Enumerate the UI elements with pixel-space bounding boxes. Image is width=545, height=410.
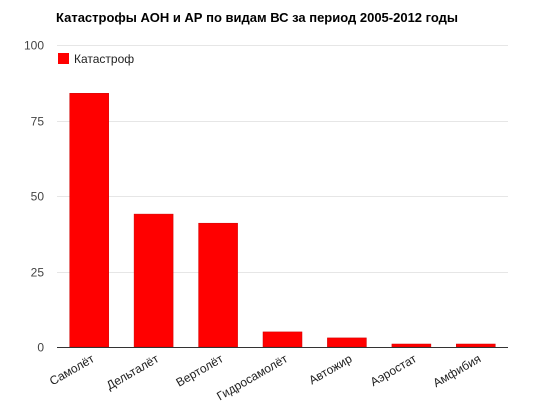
x-category-label: Автожир: [306, 351, 354, 387]
y-tick-label: 75: [31, 115, 45, 129]
bar-6[interactable]: [391, 343, 432, 348]
x-category-label: Амфибия: [430, 351, 483, 390]
chart-title: Катастрофы АОН и АР по видам ВС за перио…: [56, 10, 459, 25]
bar-4[interactable]: [262, 331, 303, 348]
y-tick-label: 25: [31, 266, 45, 280]
y-axis-ticks: 0 25 50 75 100: [24, 39, 44, 355]
bar-3[interactable]: [198, 222, 238, 348]
x-category-label: Вертолёт: [174, 351, 226, 389]
bars: [69, 93, 496, 348]
x-category-label: Дельталёт: [104, 351, 162, 392]
x-category-label: Аэростат: [368, 351, 420, 389]
legend-label: Катастроф: [74, 52, 134, 66]
legend[interactable]: Катастроф: [58, 52, 134, 66]
bar-7[interactable]: [456, 343, 496, 348]
bar-5[interactable]: [327, 337, 367, 348]
bar-1[interactable]: [69, 93, 109, 348]
y-tick-label: 0: [37, 341, 44, 355]
x-category-label: Самолёт: [47, 351, 97, 388]
x-category-label: Гидросамолёт: [214, 351, 290, 403]
y-tick-label: 50: [31, 190, 45, 204]
y-tick-label: 100: [24, 39, 44, 53]
gridlines: [57, 45, 508, 273]
bar-2[interactable]: [133, 213, 174, 348]
legend-swatch: [58, 53, 69, 64]
